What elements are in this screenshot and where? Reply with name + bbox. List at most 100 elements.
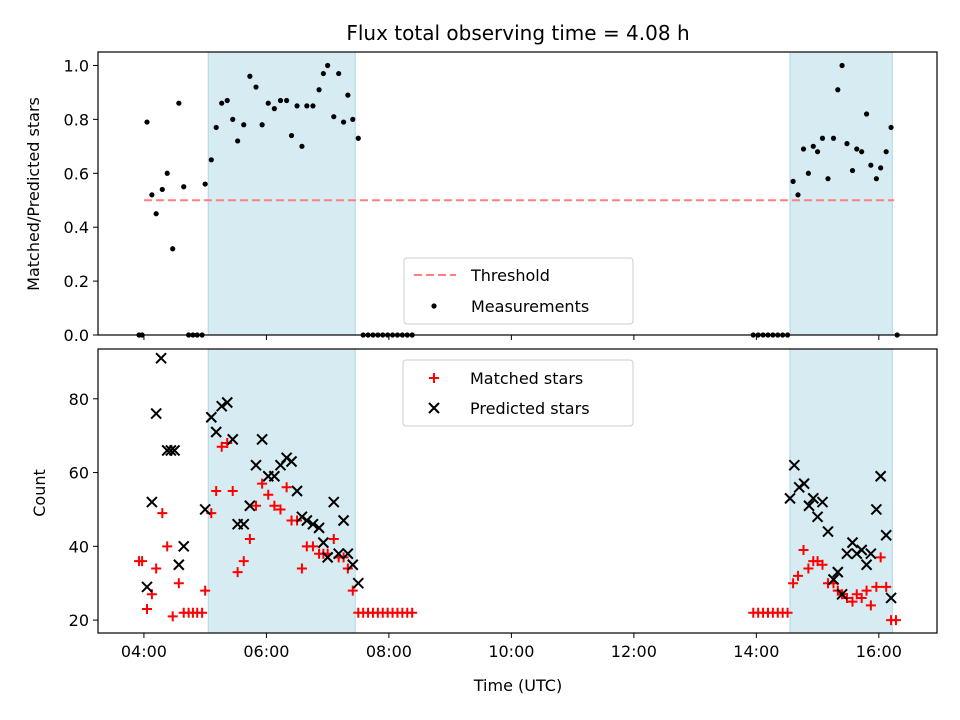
predicted-star-point: [313, 522, 325, 534]
count-legend: Matched stars Predicted stars: [402, 359, 634, 427]
count-panel: 20 40 60 80 04:00 06:00 08:00 10:00 12:00 14:00 1…: [30, 348, 938, 695]
predicted-star-point: [321, 551, 334, 564]
measurement-point: [814, 149, 821, 155]
matched-star-point: [875, 552, 886, 563]
matched-star-point: [407, 607, 418, 618]
matched-star-point: [871, 581, 882, 592]
matched-star-point: [861, 585, 872, 596]
measurement-point: [790, 178, 796, 184]
predicted-star-point: [332, 547, 345, 560]
matched-star-point: [211, 486, 222, 496]
matched-star-point: [173, 578, 184, 589]
measurement-point: [873, 176, 879, 182]
measurement-point: [345, 92, 351, 98]
x-tick-label: 16:00: [856, 642, 902, 661]
matched-star-point: [227, 486, 238, 496]
measurement-point: [159, 186, 165, 193]
x-tick-label: 10:00: [488, 642, 534, 661]
matched-star-point: [167, 611, 178, 622]
x-tick-label: 12:00: [611, 642, 657, 661]
predicted-star-point: [807, 492, 820, 505]
predicted-star-point: [199, 503, 211, 516]
predicted-star-point: [328, 496, 340, 508]
measurement-point: [795, 192, 801, 198]
matched-star-point: [216, 441, 227, 452]
predicted-star-point: [784, 492, 796, 505]
predicted-star-point: [832, 566, 844, 578]
measurement-point: [213, 124, 219, 131]
measurement-point: [800, 146, 807, 152]
y-tick-label: 60: [69, 464, 89, 483]
predicted-star-point: [150, 407, 162, 420]
predicted-star-point: [307, 518, 319, 530]
predicted-star-point: [285, 455, 298, 468]
ratio-panel: 0.0 0.2 0.4 0.6 0.8 1.0 Matched/Predicted sta…: [24, 51, 938, 345]
matched-star-point: [890, 615, 901, 626]
matched-star-point: [269, 500, 280, 511]
matched-star-point: [157, 508, 168, 519]
predicted-star-point: [803, 500, 815, 512]
matched-star-point: [200, 585, 211, 596]
predicted-star-point: [256, 433, 268, 446]
y-tick-label: 0.2: [64, 272, 89, 291]
matched-star-point: [137, 556, 148, 567]
count-y-axis-label: Count: [30, 469, 49, 517]
measurements-legend-swatch: [431, 303, 437, 309]
measurement-point: [868, 162, 874, 168]
matched-star-point: [238, 556, 249, 567]
predicted-star-point: [880, 529, 892, 541]
predicted-star-point: [291, 485, 303, 497]
predicted-star-point: [268, 470, 281, 482]
predicted-star-point: [168, 444, 181, 457]
ratio-legend: Threshold Measurements: [403, 257, 634, 325]
measurement-point: [277, 97, 284, 104]
measurement-point: [331, 114, 337, 120]
measurement-point: [819, 135, 826, 141]
predicted-star-point: [317, 536, 330, 549]
measurement-point: [863, 111, 870, 117]
matched-star-point: [788, 578, 799, 589]
measurement-point: [284, 97, 290, 104]
matched-star-point: [251, 500, 262, 511]
measurement-point: [230, 116, 236, 122]
measurement-point: [316, 87, 322, 93]
matched-star-point: [141, 604, 152, 615]
measurement-point: [153, 211, 159, 217]
matched-star-point: [865, 600, 876, 611]
y-tick-label: 0.4: [64, 218, 89, 237]
measurement-point: [355, 135, 361, 141]
matched-star-point: [162, 541, 173, 552]
measurement-point: [299, 143, 305, 149]
matched-star-point: [328, 533, 339, 544]
matched-star-point: [307, 541, 318, 552]
matched-star-point: [232, 567, 243, 578]
measurements-legend-label: Measurements: [471, 297, 589, 316]
measurement-point: [247, 73, 253, 79]
chart-title: Flux total observing time = 4.08 h: [346, 21, 689, 45]
matched-legend-label: Matched stars: [470, 369, 583, 388]
predicted-star-point: [874, 470, 887, 482]
y-tick-label: 20: [69, 611, 89, 630]
predicted-star-point: [301, 514, 313, 527]
predicted-star-point: [165, 444, 177, 457]
measurement-point: [164, 170, 170, 176]
predicted-star-point: [221, 396, 233, 409]
matched-star-point: [817, 559, 828, 570]
predicted-star-point: [846, 536, 859, 549]
measurement-point: [170, 246, 176, 252]
count-plot-frame: [97, 348, 938, 634]
predicted-star-point: [250, 459, 262, 471]
measurement-point: [288, 132, 295, 139]
measurement-point: [271, 106, 277, 112]
measurement-point: [219, 100, 225, 106]
predicted-star-point: [798, 477, 810, 490]
y-tick-label: 40: [69, 537, 89, 556]
count-legend-box: [402, 359, 634, 427]
ratio-plot-frame: [97, 51, 938, 336]
measurement-point: [849, 167, 856, 174]
matched-legend-swatch: [429, 373, 439, 383]
x-tick-label: 04:00: [121, 642, 167, 661]
measurement-point: [294, 103, 300, 109]
observing-window-shade: [789, 51, 893, 336]
measurement-point: [340, 119, 347, 125]
